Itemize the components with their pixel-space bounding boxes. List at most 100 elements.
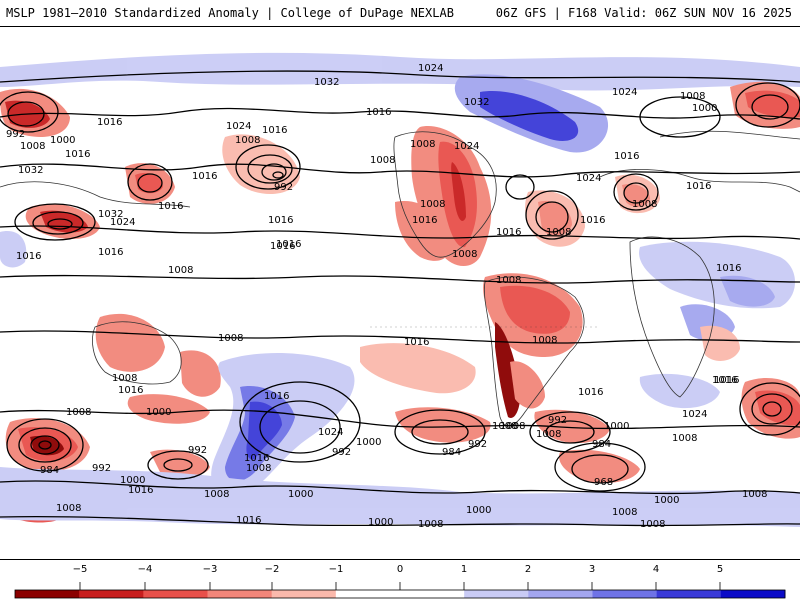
map-svg: 1032 1024 1024 992 1000 1008 1016 1032 1… [0, 27, 800, 559]
colorbar-swatch [15, 590, 80, 598]
isobar-label: 1008 [632, 199, 657, 210]
isobar-label: 1016 [264, 391, 289, 402]
isobar-label: 1016 [366, 107, 391, 118]
isobar-label: 1016 [686, 181, 711, 192]
isobar-label: 1000 [466, 505, 491, 516]
isobar-label: 984 [442, 447, 461, 458]
isobar-label: 1016 [98, 247, 123, 258]
colorbar-swatch [720, 590, 786, 598]
isobar-label: 1024 [226, 121, 251, 132]
isobar-label: 1008 [536, 429, 561, 440]
isobar-label: 1008 [204, 489, 229, 500]
colorbar-label: 4 [653, 564, 659, 575]
isobar-label: 1000 [356, 437, 381, 448]
isobar-label: 1016 [192, 171, 217, 182]
isobar-label: 1024 [318, 427, 343, 438]
isobar-label: 1008 [410, 139, 435, 150]
isobar-label: 1016 [712, 375, 737, 386]
colorbar-label: −3 [203, 564, 218, 575]
colorbar-swatch [79, 590, 144, 598]
isobar-label: 1024 [612, 87, 637, 98]
isobar-label: 1016 [580, 215, 605, 226]
colorbar-swatch [271, 590, 337, 598]
isobar-label: 1024 [110, 217, 135, 228]
colorbar-swatch [528, 590, 593, 598]
colorbar-label: −4 [138, 564, 153, 575]
isobar-label: 1008 [246, 463, 271, 474]
isobar-label: 992 [188, 445, 207, 456]
colorbar-label: 1 [461, 564, 467, 575]
colorbar: −5 −4 −3 −2 −1 0 1 2 3 4 5 [0, 560, 800, 600]
isobar-label: 984 [592, 439, 611, 450]
isobar-label: 1016 [158, 201, 183, 212]
isobar-label: 1000 [146, 407, 171, 418]
isobar-label: 1032 [98, 209, 123, 220]
colorbar-label: 2 [525, 564, 531, 575]
colorbar-label: −1 [329, 564, 344, 575]
colorbar-label: −5 [73, 564, 88, 575]
isobar-label: 1016 [16, 251, 41, 262]
isobar-label: 1016 [244, 453, 269, 464]
isobar-label: 1008 [370, 155, 395, 166]
isobar-label: 1008 [218, 333, 243, 344]
colorbar-label: 3 [589, 564, 595, 575]
isobar-label: 1008 [420, 199, 445, 210]
isobar-label: 992 [92, 463, 111, 474]
isobar-label: 992 [332, 447, 351, 458]
isobar-label: 1008 [742, 489, 767, 500]
colorbar-label: 5 [717, 564, 723, 575]
isobar-label: 992 [468, 439, 487, 450]
isobar-label: 1024 [576, 173, 601, 184]
colorbar-swatch [656, 590, 722, 598]
colorbar-swatches [14, 582, 786, 599]
isobar-label: 992 [274, 182, 293, 193]
coastlines [0, 130, 800, 427]
colorbar-swatch [400, 590, 465, 598]
isobar-label: 1008 [672, 433, 697, 444]
isobar-label: 1016 [716, 263, 741, 274]
isobar-label: 992 [548, 415, 567, 426]
isobar-label: 1008 [680, 91, 705, 102]
isobar-label: 1008 [112, 373, 137, 384]
isobar-label: 1008 [168, 265, 193, 276]
isobar-label: 1000 [692, 103, 717, 114]
isobar-label: 1008 [418, 519, 443, 530]
colorbar-swatch [592, 590, 658, 598]
colorbar-label: −2 [265, 564, 280, 575]
isobar-label: 1000 [654, 495, 679, 506]
isobar-label: 1000 [604, 421, 629, 432]
colorbar-label: 0 [397, 564, 403, 575]
isobar-label: 1016 [268, 215, 293, 226]
isobar-label: 1016 [128, 485, 153, 496]
isobar-label: 1008 [640, 519, 665, 530]
isobar-label: 1024 [682, 409, 707, 420]
isobar-label: 1024 [418, 63, 443, 74]
isobar-label: 1008 [20, 141, 45, 152]
isobar-label: 1016 [578, 387, 603, 398]
isobar-label: 1000 [368, 517, 393, 528]
isobar-label: 1008 [66, 407, 91, 418]
isobar-label: 1016 [270, 241, 295, 252]
colorbar-swatch [464, 590, 529, 598]
colorbar-swatch [143, 590, 208, 598]
isobars [0, 70, 800, 527]
isobar-label: 992 [6, 129, 25, 140]
isobar-label: 1024 [454, 141, 479, 152]
isobar-label: 1016 [496, 227, 521, 238]
isobar-label: 1008 [235, 135, 260, 146]
colorbar-swatch [335, 590, 401, 598]
isobar-label: 1016 [97, 117, 122, 128]
isobar-label: 1016 [276, 239, 301, 250]
isobar-label: 1000 [288, 489, 313, 500]
map-title: MSLP 1981–2010 Standardized Anomaly | Co… [6, 6, 454, 20]
isobar-label: 1008 [496, 275, 521, 286]
isobar-label: 1016 [404, 337, 429, 348]
isobar-label: 1008 [56, 503, 81, 514]
isobar-label: 1032 [464, 97, 489, 108]
colorbar-swatch [207, 590, 273, 598]
isobar-label: 1000 [120, 475, 145, 486]
colorbar-labels: −5 −4 −3 −2 −1 0 1 2 3 4 5 [73, 564, 724, 575]
isobar-label: 1032 [314, 77, 339, 88]
isobar-label: 1008 [452, 249, 477, 260]
isobar-label: 968 [594, 477, 613, 488]
